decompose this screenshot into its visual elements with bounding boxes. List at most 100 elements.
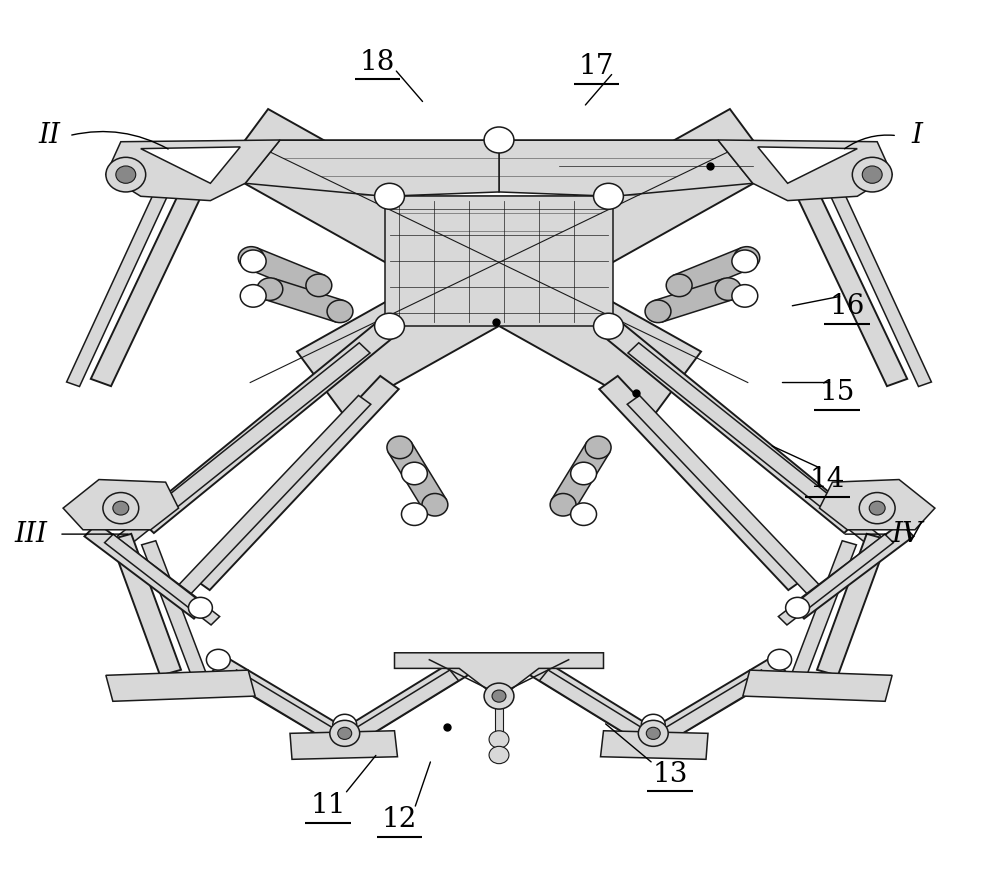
Text: IV: IV [891, 521, 922, 547]
Circle shape [645, 300, 671, 322]
Polygon shape [552, 442, 610, 510]
Polygon shape [246, 140, 499, 196]
Circle shape [374, 183, 404, 209]
Polygon shape [105, 534, 220, 625]
Circle shape [113, 501, 129, 515]
Text: I: I [911, 123, 922, 149]
Circle shape [207, 649, 231, 670]
Circle shape [869, 501, 885, 515]
Circle shape [484, 127, 514, 153]
Circle shape [594, 183, 624, 209]
Circle shape [767, 649, 791, 670]
Circle shape [422, 494, 448, 516]
Polygon shape [213, 656, 351, 747]
Polygon shape [91, 180, 206, 386]
Polygon shape [674, 248, 752, 295]
Circle shape [667, 274, 692, 296]
Circle shape [571, 503, 597, 526]
Circle shape [734, 247, 759, 269]
Text: III: III [15, 521, 48, 547]
Polygon shape [819, 480, 935, 530]
Circle shape [106, 157, 146, 192]
Circle shape [571, 462, 597, 485]
Polygon shape [192, 376, 399, 590]
Circle shape [639, 720, 669, 746]
Polygon shape [829, 188, 931, 387]
Circle shape [585, 436, 611, 459]
Circle shape [374, 313, 404, 339]
Circle shape [401, 503, 427, 526]
Circle shape [103, 493, 139, 524]
Circle shape [401, 462, 427, 485]
Polygon shape [228, 670, 362, 756]
Polygon shape [778, 534, 893, 625]
Polygon shape [142, 541, 208, 680]
Polygon shape [540, 670, 671, 756]
Polygon shape [790, 541, 856, 680]
Circle shape [594, 313, 624, 339]
Text: 11: 11 [310, 792, 345, 819]
Polygon shape [599, 376, 806, 590]
Polygon shape [111, 534, 181, 675]
Polygon shape [106, 670, 255, 701]
Circle shape [256, 278, 282, 301]
Text: II: II [38, 123, 60, 149]
Polygon shape [116, 342, 370, 547]
Circle shape [732, 285, 757, 307]
Circle shape [306, 274, 331, 296]
Polygon shape [647, 656, 785, 747]
Circle shape [550, 494, 576, 516]
Polygon shape [791, 523, 913, 619]
Polygon shape [636, 670, 770, 756]
Text: 13: 13 [653, 760, 688, 787]
Polygon shape [290, 731, 397, 760]
Text: 17: 17 [579, 53, 615, 80]
Circle shape [859, 493, 895, 524]
Polygon shape [601, 319, 860, 533]
Polygon shape [627, 395, 828, 603]
Polygon shape [499, 140, 752, 196]
Polygon shape [246, 248, 324, 295]
Circle shape [189, 597, 213, 618]
Polygon shape [67, 188, 169, 387]
Circle shape [484, 683, 514, 709]
Polygon shape [817, 534, 887, 675]
Circle shape [642, 714, 666, 735]
Polygon shape [628, 342, 882, 547]
Polygon shape [743, 670, 892, 701]
Circle shape [489, 746, 509, 764]
Polygon shape [223, 109, 701, 414]
Polygon shape [138, 319, 397, 533]
Polygon shape [495, 699, 503, 740]
Polygon shape [265, 279, 344, 322]
Text: 18: 18 [360, 49, 395, 76]
Circle shape [241, 250, 266, 273]
Polygon shape [792, 180, 907, 386]
Polygon shape [63, 480, 179, 530]
Polygon shape [718, 140, 892, 201]
Text: 16: 16 [829, 293, 865, 320]
Circle shape [239, 247, 264, 269]
Circle shape [852, 157, 892, 192]
Circle shape [337, 727, 351, 740]
Text: 12: 12 [382, 806, 417, 833]
Circle shape [329, 720, 359, 746]
Circle shape [785, 597, 809, 618]
Circle shape [716, 278, 742, 301]
Circle shape [862, 166, 882, 183]
Polygon shape [297, 109, 775, 414]
Polygon shape [141, 147, 241, 183]
Text: 14: 14 [809, 466, 845, 493]
Polygon shape [106, 140, 280, 201]
Polygon shape [601, 731, 708, 760]
Circle shape [332, 714, 356, 735]
Circle shape [489, 731, 509, 748]
Polygon shape [170, 395, 371, 603]
Polygon shape [525, 656, 660, 747]
Text: 15: 15 [819, 380, 855, 407]
Polygon shape [388, 442, 446, 510]
Circle shape [327, 300, 353, 322]
Circle shape [647, 727, 661, 740]
Polygon shape [394, 653, 604, 699]
Circle shape [732, 250, 757, 273]
